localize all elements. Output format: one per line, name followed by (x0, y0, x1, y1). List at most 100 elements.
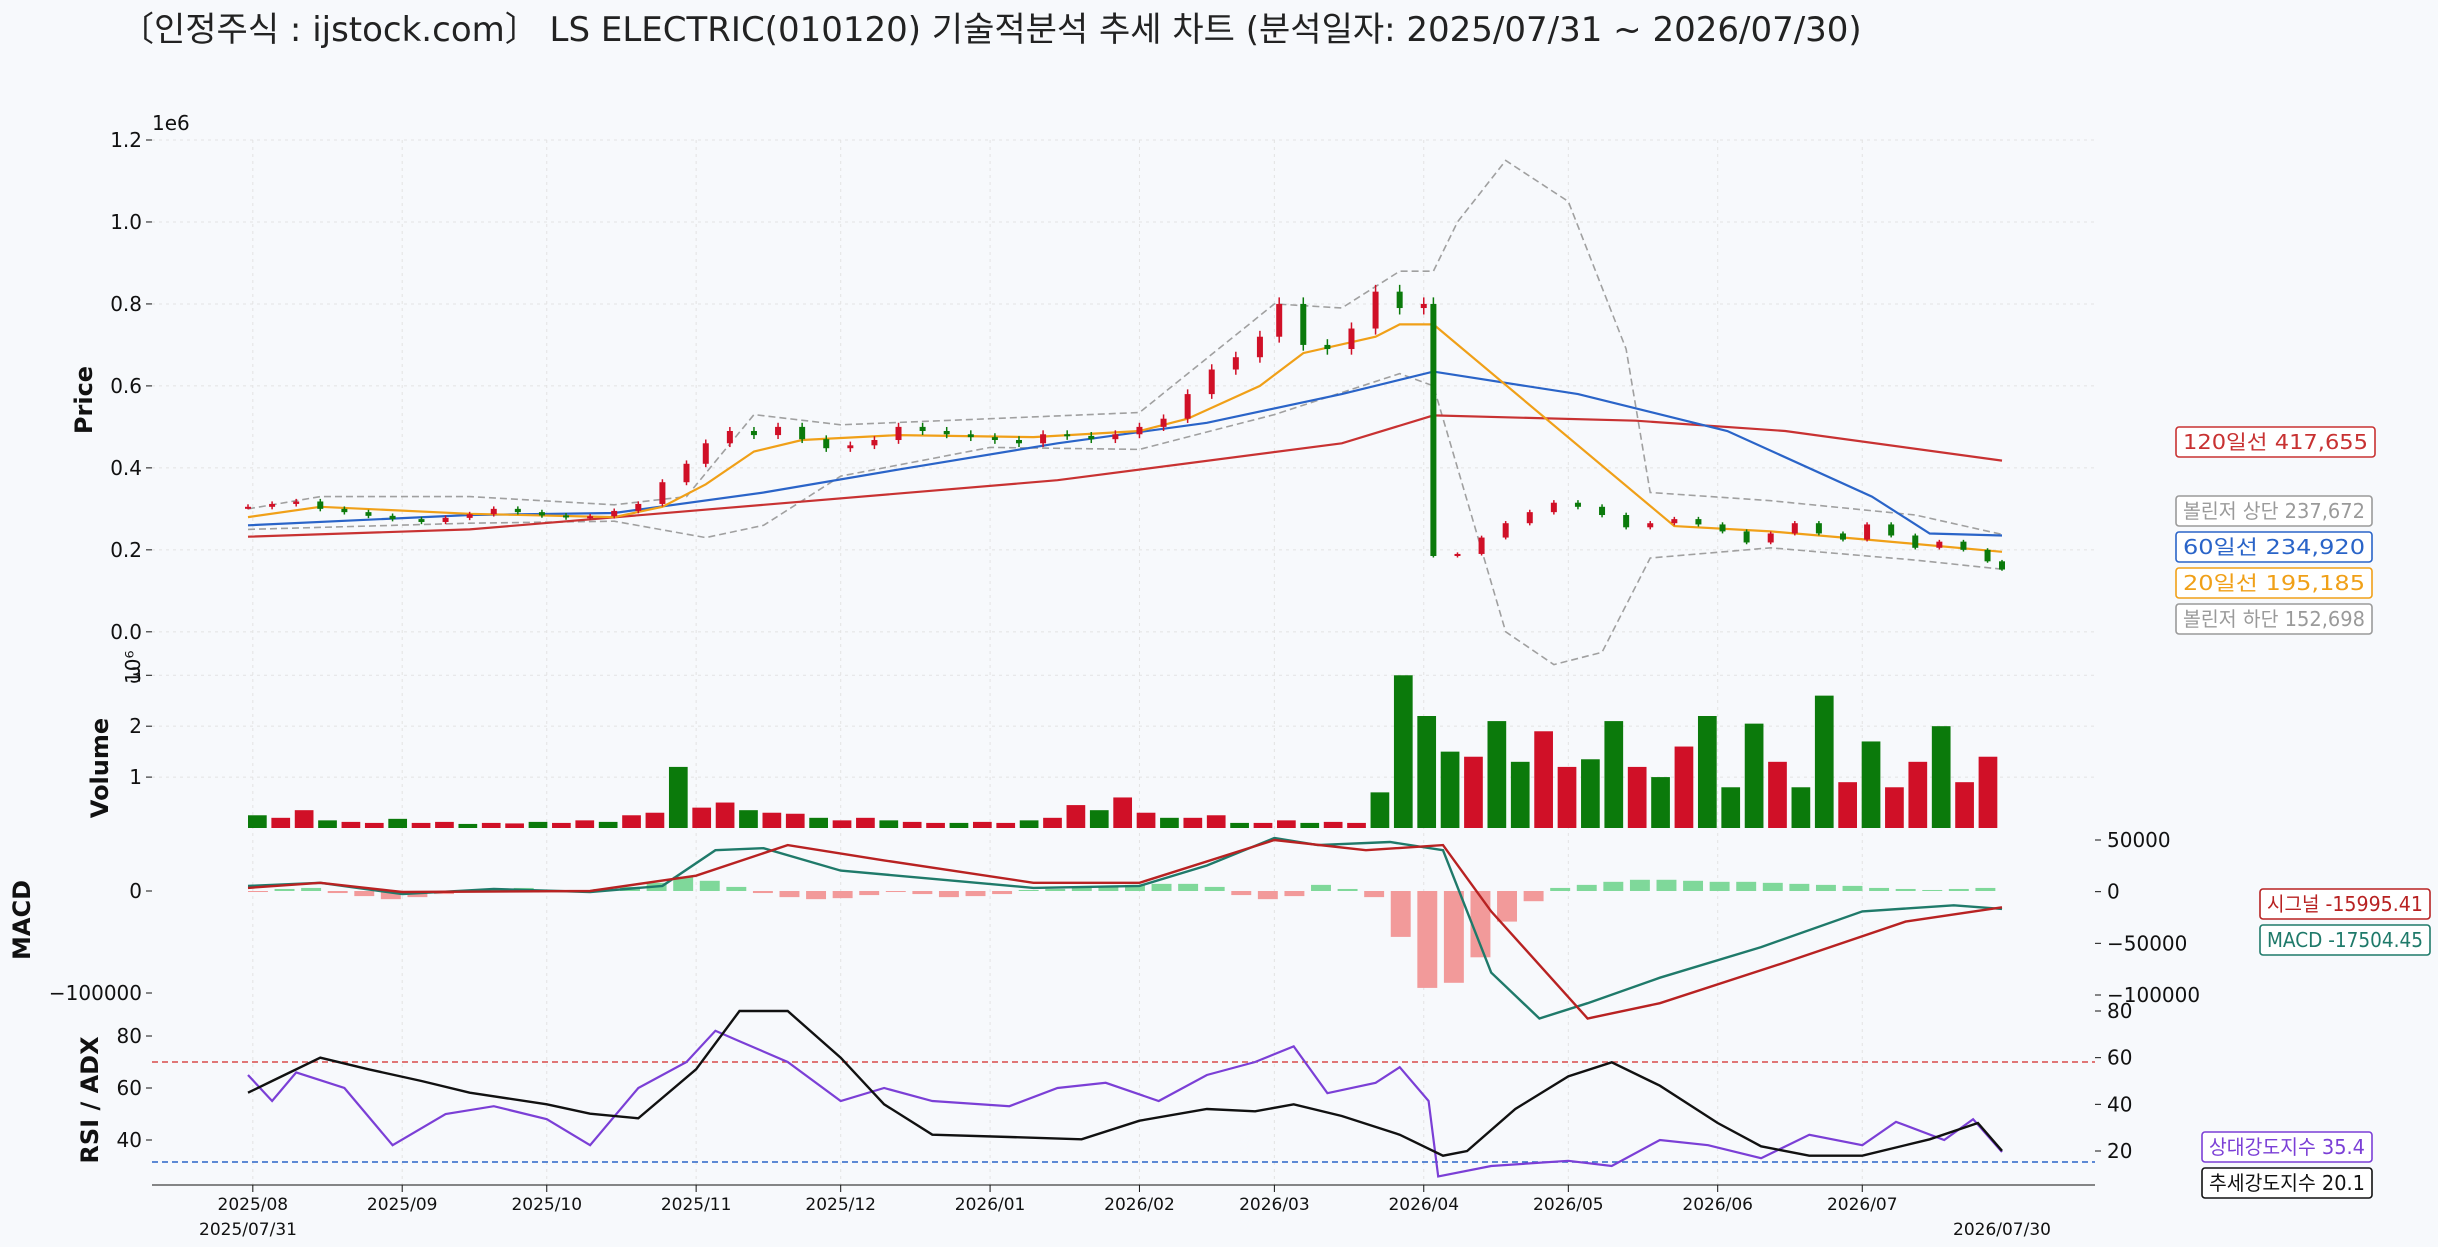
y-tick-label: −100000 (49, 981, 142, 1005)
candle-body (1550, 502, 1557, 513)
macd-histogram-bar (327, 891, 348, 894)
volume-bar (1066, 805, 1086, 828)
legend-value-box (2175, 531, 2373, 563)
candle-body (1960, 541, 1967, 550)
macd-histogram-bar (1443, 891, 1464, 983)
volume-bar (1861, 741, 1881, 828)
x-tick-label: 2026/03 (1239, 1195, 1310, 1215)
volume-bar (1253, 822, 1273, 828)
x-start-date-label: 2025/07/31 (199, 1220, 297, 1240)
volume-bar (1581, 759, 1600, 828)
candle-body (1184, 394, 1191, 419)
x-tick-label: 2026/07 (1827, 1195, 1898, 1215)
macd-histogram-bar (1815, 884, 1836, 891)
legend-value-text: 60일선 234,920 (2183, 535, 2365, 559)
y-tick-label-right: 80 (2107, 999, 2132, 1023)
macd-histogram-bar (1018, 889, 1039, 891)
candle-body (269, 503, 276, 507)
legend-value-label: 120일선 417,655 (2175, 426, 2376, 458)
volume-bar (645, 812, 665, 828)
candle-body (1912, 535, 1919, 548)
macd-histogram-bar (1895, 888, 1916, 891)
candle-body (635, 503, 642, 511)
volume-bar (1019, 820, 1039, 828)
volume-bar (996, 822, 1016, 828)
chart-title: 〔인정주식 : ijstock.com〕 LS ELECTRIC(010120)… (120, 10, 1862, 50)
macd-histogram-bar (1204, 886, 1225, 891)
y-tick-label: 0.8 (110, 292, 142, 316)
volume-bar (1323, 821, 1343, 828)
macd-histogram-bar (1071, 887, 1092, 891)
volume-bar (1160, 817, 1179, 828)
macd-histogram-bar (301, 887, 322, 891)
candle-body (1454, 553, 1461, 556)
volume-bar (1978, 756, 1998, 828)
volume-bar (1791, 787, 1811, 828)
candle-body (1136, 426, 1143, 435)
candle-body (563, 515, 570, 518)
macd-histogram-bar (1869, 887, 1890, 891)
macd-histogram-bar (248, 891, 268, 893)
candle-body (611, 510, 618, 517)
volume-bar (1183, 817, 1203, 828)
macd-histogram-bar (1364, 891, 1385, 898)
legend-value-box (2175, 567, 2373, 599)
volume-bar (1136, 812, 1156, 828)
candle-body (967, 434, 974, 438)
candle-body (341, 508, 348, 513)
y-tick-label: 0.0 (110, 620, 142, 644)
macd-histogram-bar (1497, 891, 1517, 922)
macd-histogram-bar (354, 891, 375, 897)
candle-body (1420, 303, 1427, 309)
candle-body (1256, 336, 1263, 358)
candle-body (1372, 291, 1379, 329)
macd-histogram-bar (1789, 883, 1810, 891)
macd-histogram-bar (1922, 889, 1943, 891)
macd-histogram-bar (1683, 880, 1704, 891)
volume-bar (1347, 822, 1366, 828)
macd-histogram-bar (673, 876, 694, 891)
volume-bar (739, 810, 758, 828)
candle-body (1324, 344, 1331, 350)
legend-value-label: 볼린저 하단 152,698 (2175, 603, 2373, 635)
candle-body (317, 501, 324, 509)
macd-histogram-bar (1550, 887, 1571, 891)
macd-axis-label: MACD (8, 880, 36, 960)
volume-bar (1510, 761, 1530, 828)
candle-body (1936, 541, 1943, 548)
macd-histogram-bar (1125, 884, 1145, 891)
y-tick-label: 0.2 (110, 538, 142, 562)
adx-line (247, 1009, 2003, 1157)
y-tick-label-right: −50000 (2107, 931, 2187, 955)
macd-histogram-bar (699, 880, 720, 891)
candle-body (538, 512, 545, 516)
candle-body (1232, 357, 1239, 370)
rsi-line (247, 1029, 2003, 1178)
candle-body (1695, 519, 1702, 525)
y-tick-label: 0.4 (110, 456, 142, 480)
y-tick-label: 0 (129, 879, 142, 903)
macd-histogram-bar (1470, 891, 1491, 958)
volume-bar (856, 817, 875, 828)
volume-bar (1230, 822, 1249, 828)
volume-bar (1931, 726, 1951, 828)
volume-bar (411, 822, 431, 828)
signal-line (247, 838, 2003, 1020)
volume-bar (1955, 782, 1974, 828)
candle-body (895, 426, 902, 441)
volume-bar (575, 820, 595, 828)
volume-bar (1300, 822, 1320, 828)
macd-histogram-bar (1709, 881, 1730, 891)
candle-body (1599, 506, 1606, 516)
candle-body (871, 440, 878, 446)
legend-value-label: 상대강도지수 35.4 (2201, 1131, 2373, 1163)
candle-body (943, 430, 950, 435)
volume-scale-label: 10⁶ (121, 651, 145, 684)
volume-bar (248, 815, 267, 828)
volume-bar (1721, 787, 1741, 828)
volume-bar (1674, 746, 1694, 828)
ma120-line (247, 414, 2003, 538)
macd-histogram-bar (1975, 887, 1996, 891)
candle-body (683, 463, 690, 483)
volume-bar (1440, 751, 1460, 828)
